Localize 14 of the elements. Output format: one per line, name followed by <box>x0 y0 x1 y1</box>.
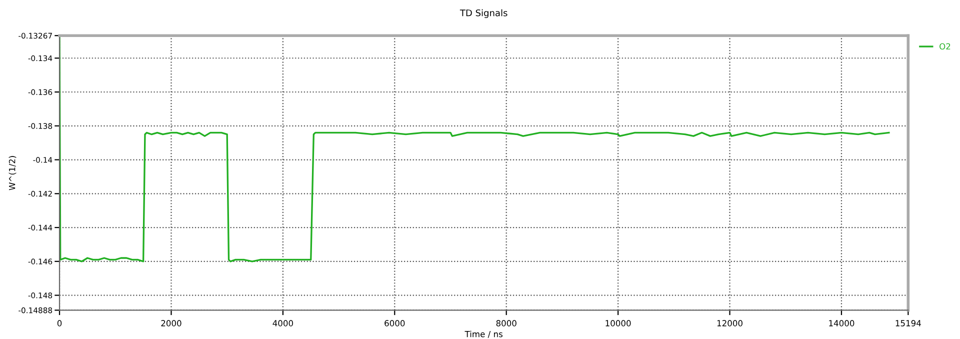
x-tick-label: 2000 <box>161 320 182 326</box>
x-tick-label: 15194 <box>896 320 921 326</box>
x-tick-label: 4000 <box>272 320 293 326</box>
x-tick-label: 14000 <box>829 320 854 326</box>
x-tick-label: 12000 <box>717 320 742 326</box>
x-tick-label: 6000 <box>384 320 405 326</box>
line-series <box>60 36 890 262</box>
legend-label: O2 <box>940 43 950 50</box>
x-tick-label: 0 <box>57 320 62 326</box>
chart-title: TD Signals <box>460 9 508 18</box>
x-tick-label: 8000 <box>496 320 516 326</box>
y-axis-title: W^(1/2) <box>8 156 16 190</box>
x-tick-label: 10000 <box>606 320 631 326</box>
x-axis-title: Time / ns <box>464 330 502 338</box>
